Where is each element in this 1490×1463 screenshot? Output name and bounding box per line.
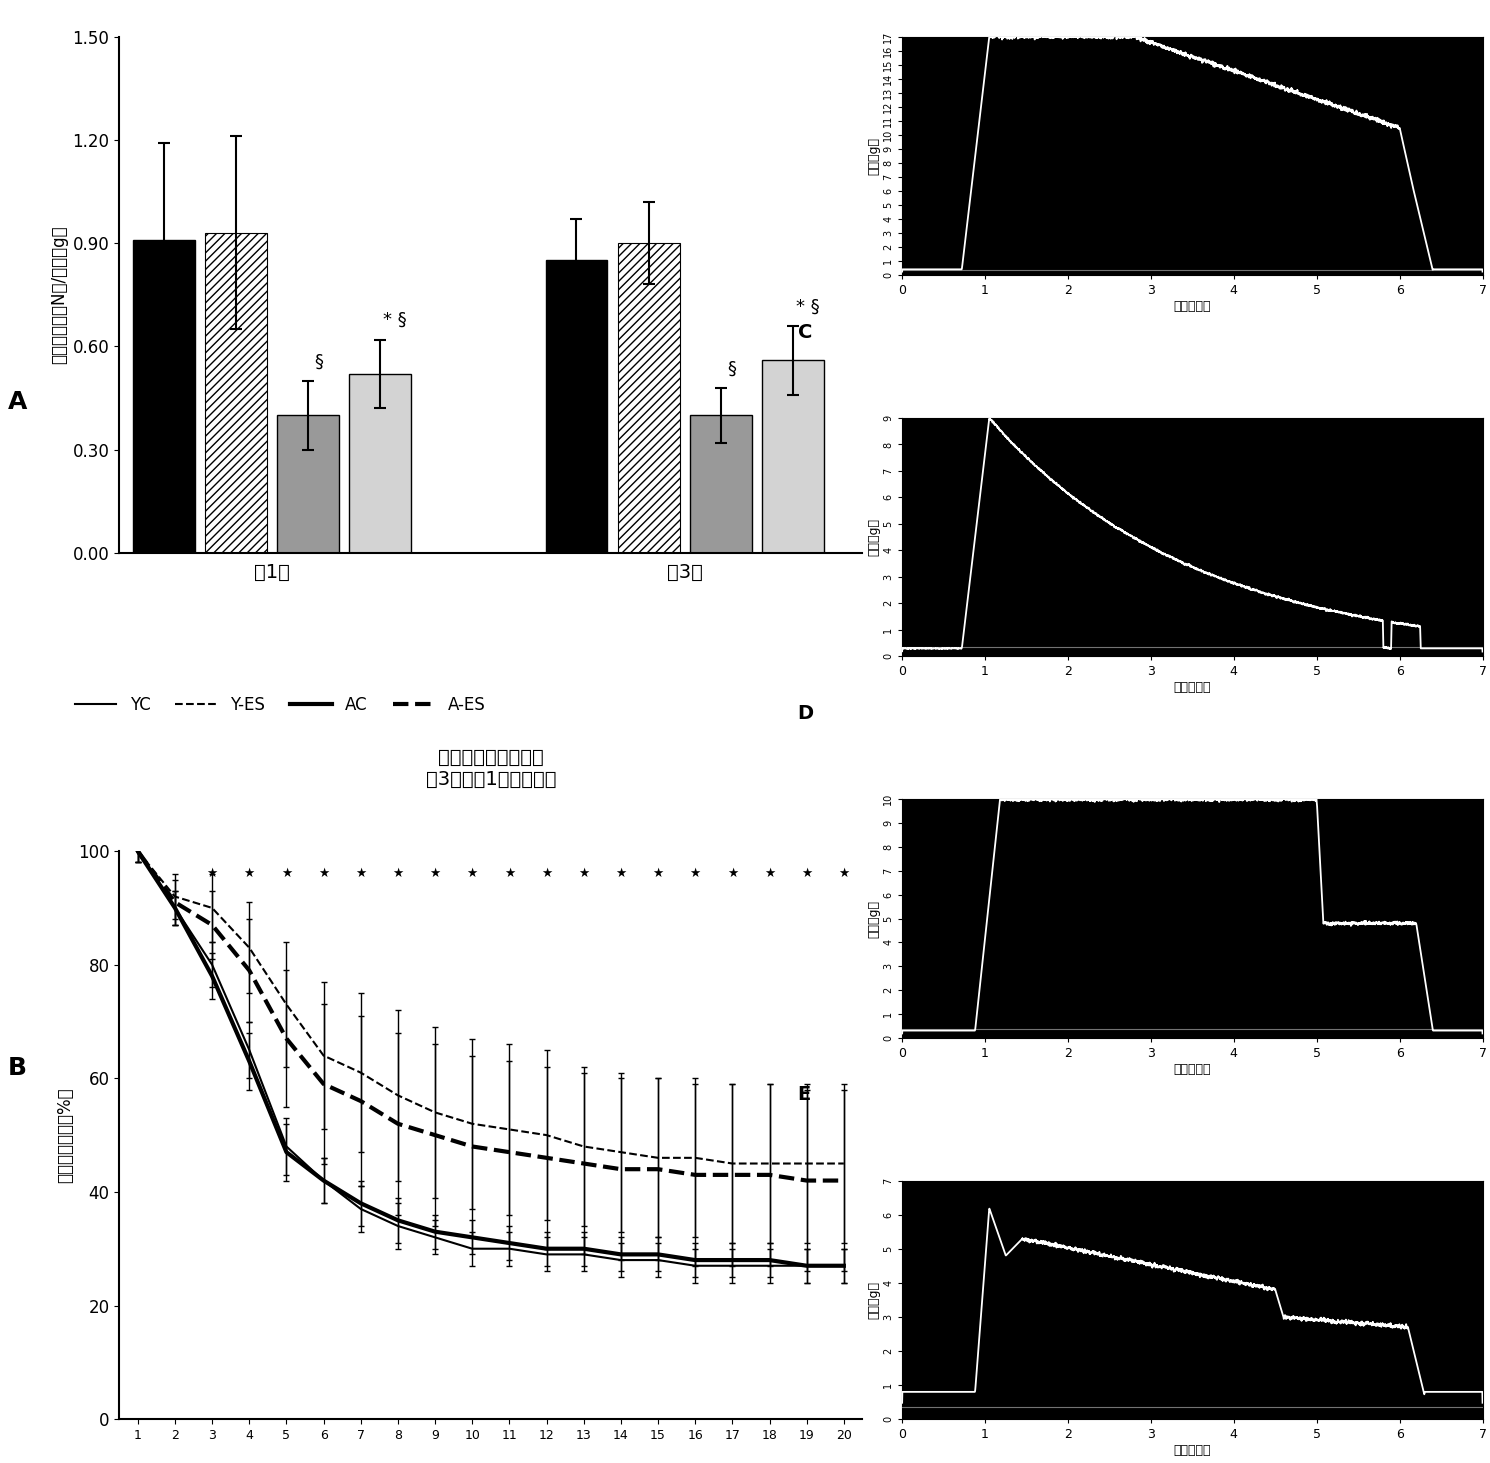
Y-axis label: 力量（g）: 力量（g） (867, 518, 881, 556)
Text: §: § (727, 360, 736, 377)
Text: A: A (7, 391, 27, 414)
Bar (618, 243, 679, 553)
Text: ★: ★ (317, 868, 329, 881)
X-axis label: 时间（秒）: 时间（秒） (1174, 1444, 1211, 1457)
X-axis label: 时间（秒）: 时间（秒） (1174, 682, 1211, 693)
Bar (690, 415, 752, 553)
Text: D: D (797, 704, 814, 723)
Text: * §: * § (383, 312, 407, 329)
Text: ★: ★ (504, 868, 516, 881)
Text: E: E (797, 1086, 811, 1105)
Y-axis label: 力量（g）: 力量（g） (867, 1282, 881, 1320)
Legend: YC, Y-ES, AC, A-ES: YC, Y-ES, AC, A-ES (69, 689, 492, 720)
Y-axis label: 最大收缩力（N）/体重（g）: 最大收缩力（N）/体重（g） (51, 225, 69, 364)
Y-axis label: 力量（g）: 力量（g） (867, 136, 881, 174)
Text: * §: * § (796, 297, 820, 316)
Text: ★: ★ (392, 868, 404, 881)
Text: ★: ★ (615, 868, 626, 881)
Text: §: § (314, 353, 323, 370)
Bar (545, 260, 608, 553)
X-axis label: 时间（秒）: 时间（秒） (1174, 300, 1211, 313)
Bar (763, 360, 824, 553)
Text: C: C (797, 323, 812, 342)
Bar (349, 375, 411, 553)
X-axis label: 时间（秒）: 时间（秒） (1174, 1062, 1211, 1075)
Text: ★: ★ (541, 868, 553, 881)
Bar (133, 240, 195, 553)
Bar (277, 415, 340, 553)
Text: ★: ★ (466, 868, 478, 881)
Text: ★: ★ (653, 868, 663, 881)
Text: ★: ★ (839, 868, 849, 881)
Text: ★: ★ (244, 868, 255, 881)
Text: B: B (7, 1056, 27, 1080)
Y-axis label: 力量（g）: 力量（g） (867, 900, 881, 938)
Text: ★: ★ (429, 868, 441, 881)
Text: ★: ★ (578, 868, 590, 881)
Title: 最大等长收缩力下降
第3天的每1次肌肉收缩: 最大等长收缩力下降 第3天的每1次肌肉收缩 (426, 748, 556, 789)
Text: ★: ★ (355, 868, 367, 881)
Bar (206, 233, 267, 553)
Text: ★: ★ (207, 868, 218, 881)
Text: ★: ★ (727, 868, 738, 881)
Text: ★: ★ (802, 868, 812, 881)
Text: ★: ★ (690, 868, 700, 881)
Y-axis label: 第一次收缩力（%）: 第一次收缩力（%） (55, 1087, 73, 1184)
Text: ★: ★ (764, 868, 775, 881)
Text: ★: ★ (280, 868, 292, 881)
